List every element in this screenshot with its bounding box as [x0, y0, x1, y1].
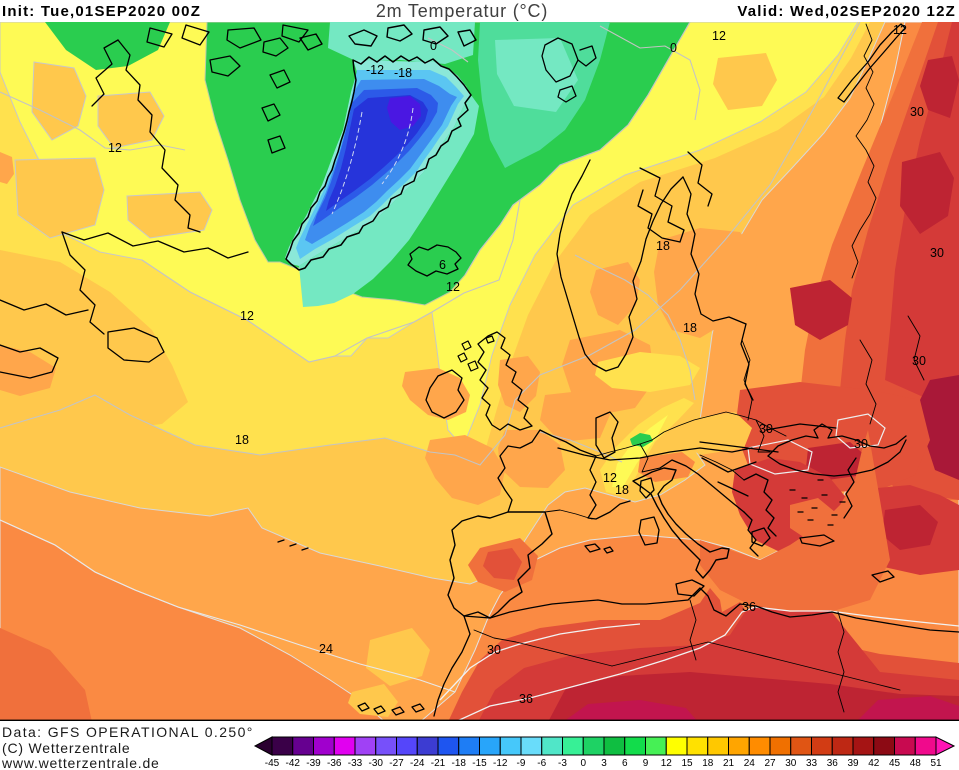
svg-text:30: 30: [487, 643, 501, 657]
svg-text:42: 42: [868, 758, 880, 769]
svg-text:12: 12: [446, 280, 460, 294]
svg-text:-12: -12: [493, 758, 508, 769]
svg-text:-18: -18: [452, 758, 467, 769]
svg-text:-30: -30: [369, 758, 384, 769]
svg-text:-33: -33: [348, 758, 363, 769]
svg-text:21: 21: [723, 758, 735, 769]
svg-text:24: 24: [744, 758, 756, 769]
svg-text:30: 30: [785, 758, 797, 769]
svg-text:-3: -3: [558, 758, 567, 769]
svg-text:12: 12: [661, 758, 673, 769]
svg-text:24: 24: [319, 642, 333, 656]
svg-text:2m Temperatur (°C): 2m Temperatur (°C): [376, 1, 548, 21]
svg-text:27: 27: [764, 758, 776, 769]
svg-text:Data: GFS OPERATIONAL 0.250: Data: GFS OPERATIONAL 0.250°: [2, 724, 254, 740]
svg-text:15: 15: [681, 758, 693, 769]
svg-text:(C) Wetterzentrale: (C) Wetterzentrale: [2, 740, 131, 756]
svg-text:36: 36: [742, 600, 756, 614]
svg-text:-9: -9: [517, 758, 526, 769]
svg-text:-42: -42: [286, 758, 301, 769]
svg-text:-36: -36: [327, 758, 342, 769]
svg-text:-21: -21: [431, 758, 446, 769]
svg-text:48: 48: [910, 758, 922, 769]
svg-text:30: 30: [912, 354, 926, 368]
svg-text:-6: -6: [537, 758, 546, 769]
svg-text:6: 6: [439, 258, 446, 272]
svg-text:36: 36: [827, 758, 839, 769]
svg-text:18: 18: [656, 239, 670, 253]
svg-text:30: 30: [930, 246, 944, 260]
svg-text:18: 18: [683, 321, 697, 335]
svg-text:18: 18: [615, 483, 629, 497]
svg-text:18: 18: [702, 758, 714, 769]
svg-text:-27: -27: [389, 758, 404, 769]
svg-text:39: 39: [847, 758, 859, 769]
svg-text:-18: -18: [394, 66, 412, 80]
svg-text:-12: -12: [366, 63, 384, 77]
svg-text:-45: -45: [265, 758, 280, 769]
svg-text:6: 6: [622, 758, 628, 769]
svg-text:30: 30: [759, 422, 773, 436]
svg-text:Valid: Wed,02SEP2020 12Z: Valid: Wed,02SEP2020 12Z: [737, 3, 956, 20]
svg-text:www.wetterzentrale.de: www.wetterzentrale.de: [1, 755, 160, 770]
svg-text:12: 12: [603, 471, 617, 485]
svg-text:9: 9: [643, 758, 649, 769]
svg-text:12: 12: [712, 29, 726, 43]
svg-text:36: 36: [519, 692, 533, 706]
svg-text:0: 0: [670, 41, 677, 55]
svg-text:12: 12: [240, 309, 254, 323]
svg-text:-39: -39: [306, 758, 321, 769]
svg-text:45: 45: [889, 758, 901, 769]
svg-text:0: 0: [580, 758, 586, 769]
svg-text:18: 18: [235, 433, 249, 447]
svg-text:0: 0: [430, 39, 437, 53]
svg-text:3: 3: [601, 758, 607, 769]
svg-text:51: 51: [930, 758, 942, 769]
svg-text:30: 30: [910, 105, 924, 119]
svg-text:33: 33: [806, 758, 818, 769]
svg-text:-15: -15: [472, 758, 487, 769]
svg-text:12: 12: [893, 23, 907, 37]
svg-text:30: 30: [854, 437, 868, 451]
svg-text:Init: Tue,01SEP2020 00Z: Init: Tue,01SEP2020 00Z: [2, 3, 201, 20]
svg-text:12: 12: [108, 141, 122, 155]
svg-text:-24: -24: [410, 758, 425, 769]
